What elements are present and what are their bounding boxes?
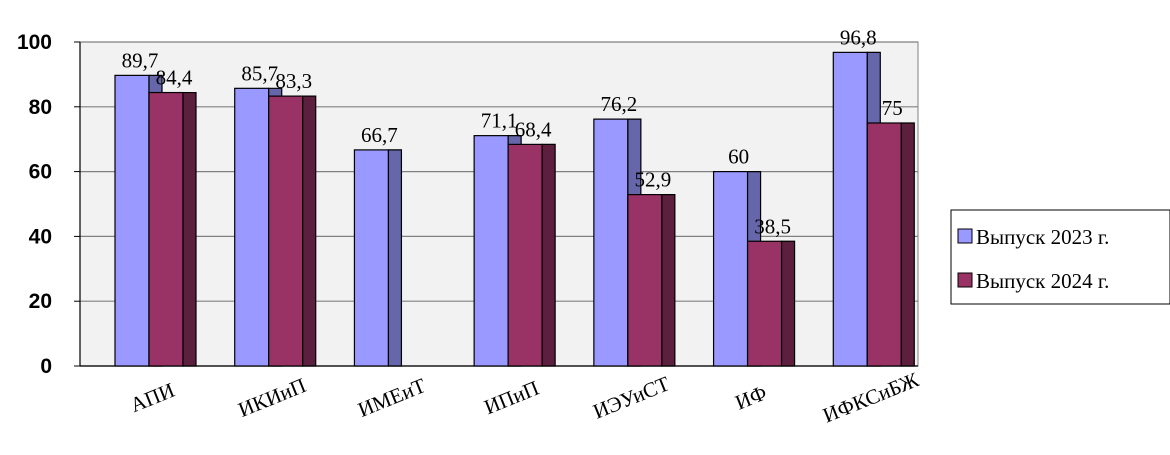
y-tick-label: 60 <box>29 161 52 184</box>
data-label: 75 <box>882 96 903 120</box>
bar-face <box>746 240 783 367</box>
bar-2024-4 <box>507 143 556 367</box>
data-label: 38,5 <box>754 214 791 238</box>
data-label: 84,4 <box>156 66 193 90</box>
bar-side <box>780 240 796 367</box>
y-tick-label: 40 <box>29 225 52 248</box>
y-tick-label: 80 <box>29 96 52 119</box>
legend-swatch-2024 <box>957 272 973 288</box>
data-label: 71,1 <box>481 109 518 133</box>
data-label: 68,4 <box>515 117 552 141</box>
x-tick-label: ИФ <box>732 380 770 414</box>
x-tick-label: АПИ <box>127 378 178 417</box>
bars <box>114 51 915 367</box>
x-tick-label: ИЭУиСТ <box>590 371 673 423</box>
x-axis: АПИ ИКИиП ИМЕиТ ИПиП ИЭУиСТ ИФ ИФКСиБЖ <box>127 367 922 427</box>
legend-box <box>950 209 1170 305</box>
data-label: 66,7 <box>361 123 398 147</box>
bar-face <box>593 118 629 367</box>
bar-2024-6 <box>746 240 796 367</box>
bar-side <box>661 194 676 367</box>
legend-label-2023: Выпуск 2023 г. <box>976 225 1109 249</box>
data-label: 52,9 <box>634 168 671 192</box>
y-tick-label: 20 <box>29 290 52 313</box>
bar-face <box>114 74 150 367</box>
bar-2024-5 <box>627 194 676 367</box>
data-label: 60 <box>728 145 749 169</box>
x-tick-label: ИМЕиТ <box>355 373 430 422</box>
bar-2023-3 <box>353 149 403 367</box>
data-label: 96,8 <box>840 25 877 49</box>
bar-face <box>473 135 509 367</box>
data-label: 85,7 <box>241 61 278 85</box>
bar-side <box>302 95 317 367</box>
data-label: 76,2 <box>600 92 637 116</box>
bar-face <box>627 194 663 367</box>
x-tick-label: ИПиП <box>481 376 543 420</box>
bar-face <box>832 51 868 367</box>
legend-swatch-2023 <box>957 228 973 244</box>
bar-face <box>148 91 184 367</box>
bar-face <box>268 95 304 367</box>
bar-face <box>507 143 543 367</box>
bar-face <box>866 122 902 367</box>
data-label: 83,3 <box>275 69 312 93</box>
x-tick-label: ИКИиП <box>235 373 310 422</box>
bar-face <box>234 87 270 367</box>
bar-side <box>182 91 197 367</box>
y-tick-label: 100 <box>17 31 52 54</box>
bar-side <box>541 143 556 367</box>
x-tick-label: ИФКСиБЖ <box>819 367 922 427</box>
bar-2024-7 <box>866 122 915 367</box>
bar-face <box>353 149 390 367</box>
legend: Выпуск 2023 г. Выпуск 2024 г. <box>950 209 1170 305</box>
bar-side <box>900 122 915 367</box>
data-labels: 89,784,4 85,783,3 66,7 71,168,4 76,2 52,9 60 38… <box>122 25 903 238</box>
bar-2024-1 <box>148 91 197 367</box>
bar-face <box>712 171 749 367</box>
legend-label-2024: Выпуск 2024 г. <box>976 269 1109 293</box>
bar-side <box>387 149 403 367</box>
data-label: 89,7 <box>122 48 159 72</box>
bar-2024-2 <box>268 95 317 367</box>
y-tick-label: 0 <box>40 355 52 378</box>
